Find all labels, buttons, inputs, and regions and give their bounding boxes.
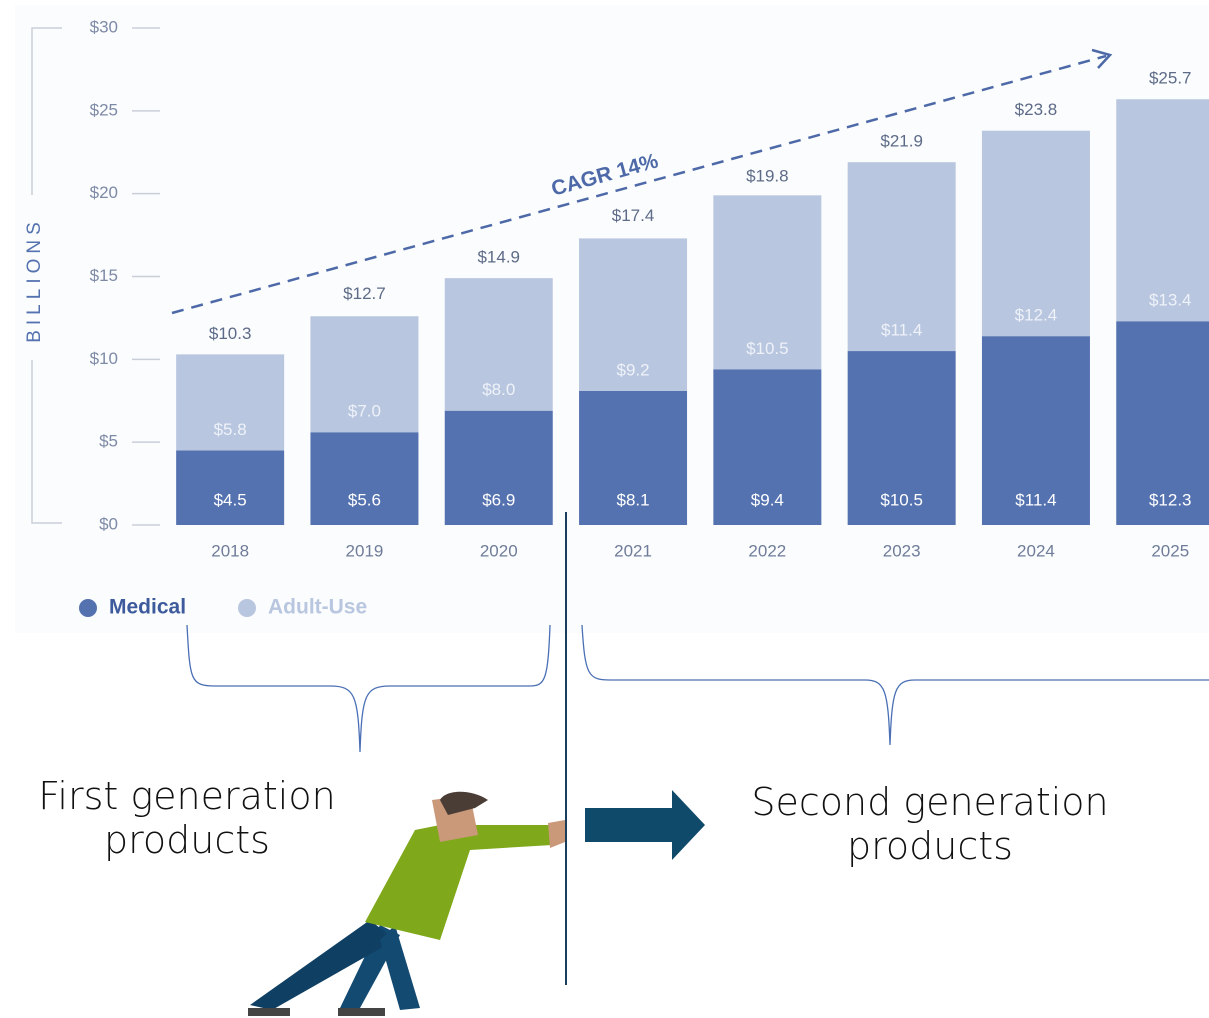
value-label: $9.4 bbox=[751, 490, 784, 509]
total-label: $19.8 bbox=[746, 166, 789, 185]
value-label: $6.9 bbox=[482, 490, 515, 509]
total-label: $14.9 bbox=[477, 248, 520, 267]
value-label: $13.4 bbox=[1149, 291, 1192, 310]
value-label: $12.4 bbox=[1015, 306, 1058, 325]
y-tick-label: $10 bbox=[90, 349, 118, 368]
bar-segment bbox=[444, 278, 553, 411]
y-axis-label: BILLIONS bbox=[24, 217, 45, 343]
trend-arrowhead bbox=[1091, 48, 1113, 69]
x-tick-label: 2024 bbox=[1017, 541, 1055, 560]
total-label: $25.7 bbox=[1149, 69, 1192, 88]
x-tick-label: 2018 bbox=[211, 541, 249, 560]
value-label: $7.0 bbox=[348, 402, 381, 421]
bar-segment bbox=[1116, 321, 1209, 525]
bar-segment bbox=[847, 162, 956, 352]
y-tick-label: $5 bbox=[99, 432, 118, 451]
value-label: $12.3 bbox=[1149, 490, 1192, 509]
axis-bracket bbox=[31, 27, 62, 524]
legend-marker bbox=[238, 599, 256, 617]
x-tick-label: 2020 bbox=[480, 541, 518, 560]
value-label: $11.4 bbox=[1015, 490, 1056, 509]
y-tick-label: $25 bbox=[90, 100, 118, 119]
x-tick-label: 2021 bbox=[614, 541, 652, 560]
bar-segment bbox=[579, 390, 688, 525]
bar-segment bbox=[176, 450, 285, 525]
bar-segment bbox=[981, 130, 1090, 337]
y-tick-label: $15 bbox=[90, 266, 118, 285]
x-tick-label: 2019 bbox=[346, 541, 384, 560]
y-tick-label: $0 bbox=[99, 514, 118, 533]
first-generation-label: First generation products bbox=[38, 774, 336, 862]
value-label: $5.6 bbox=[348, 490, 381, 509]
total-label: $10.3 bbox=[209, 324, 252, 343]
value-label: $10.5 bbox=[880, 490, 923, 509]
value-label: $9.2 bbox=[617, 360, 650, 379]
arrow bbox=[585, 790, 705, 860]
bar-segment bbox=[713, 369, 822, 525]
bar-segment bbox=[444, 410, 553, 525]
value-label: $8.0 bbox=[482, 380, 515, 399]
legend-label: Adult-Use bbox=[268, 596, 367, 619]
x-tick-label: 2025 bbox=[1151, 541, 1189, 560]
bar-segment bbox=[176, 354, 285, 451]
x-tick-label: 2023 bbox=[883, 541, 921, 560]
legend-label: Medical bbox=[109, 596, 186, 619]
legend-marker bbox=[79, 599, 97, 617]
second-generation-label: Second generation products bbox=[751, 780, 1109, 868]
value-label: $4.5 bbox=[214, 490, 247, 509]
value-label: $11.4 bbox=[881, 321, 922, 340]
value-label: $8.1 bbox=[617, 490, 650, 509]
bar-segment bbox=[579, 238, 688, 391]
bar-segment bbox=[981, 336, 1090, 525]
bar-segment bbox=[713, 195, 822, 370]
person-figure bbox=[248, 791, 565, 1016]
y-tick-label: $30 bbox=[90, 17, 118, 36]
bar-segment bbox=[310, 432, 419, 525]
value-label: $5.8 bbox=[214, 420, 247, 439]
bar-segment bbox=[847, 351, 956, 525]
bar-segment bbox=[310, 316, 419, 433]
y-tick-label: $20 bbox=[90, 183, 118, 202]
trend-line bbox=[171, 54, 1107, 315]
value-label: $10.5 bbox=[746, 339, 789, 358]
total-label: $12.7 bbox=[343, 284, 386, 303]
total-label: $23.8 bbox=[1015, 100, 1058, 119]
braces bbox=[186, 624, 1209, 753]
total-label: $21.9 bbox=[880, 132, 923, 151]
x-tick-label: 2022 bbox=[748, 541, 786, 560]
total-label: $17.4 bbox=[612, 206, 655, 225]
bar-segment bbox=[1116, 99, 1209, 322]
